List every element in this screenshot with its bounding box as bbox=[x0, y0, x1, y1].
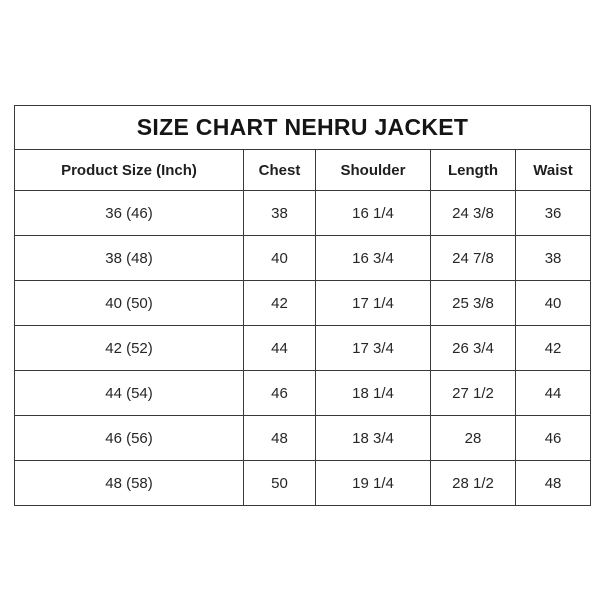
cell-length: 24 3/8 bbox=[430, 190, 516, 236]
cell-chest: 48 bbox=[243, 415, 316, 461]
table-row: 48 (58) 50 19 1/4 28 1/2 48 bbox=[14, 460, 592, 506]
cell-length: 27 1/2 bbox=[430, 370, 516, 416]
column-header-shoulder: Shoulder bbox=[315, 149, 431, 191]
column-header-length: Length bbox=[430, 149, 516, 191]
table-title-row: SIZE CHART NEHRU JACKET bbox=[13, 105, 592, 150]
cell-shoulder: 18 3/4 bbox=[315, 415, 431, 461]
cell-chest: 42 bbox=[243, 280, 316, 326]
cell-length: 28 bbox=[430, 415, 516, 461]
table-row: 40 (50) 42 17 1/4 25 3/8 40 bbox=[14, 280, 592, 326]
cell-waist: 38 bbox=[514, 235, 592, 281]
cell-waist: 48 bbox=[514, 460, 592, 506]
cell-chest: 46 bbox=[243, 370, 316, 416]
cell-shoulder: 17 1/4 bbox=[315, 280, 431, 326]
cell-length: 26 3/4 bbox=[430, 325, 516, 371]
table-title: SIZE CHART NEHRU JACKET bbox=[13, 105, 592, 150]
cell-chest: 40 bbox=[243, 235, 316, 281]
cell-length: 25 3/8 bbox=[430, 280, 516, 326]
table-row: 44 (54) 46 18 1/4 27 1/2 44 bbox=[14, 370, 592, 416]
cell-product-size: 40 (50) bbox=[14, 280, 244, 326]
size-chart-table: SIZE CHART NEHRU JACKET Product Size (In… bbox=[13, 105, 592, 506]
cell-chest: 44 bbox=[243, 325, 316, 371]
table-row: 46 (56) 48 18 3/4 28 46 bbox=[14, 415, 592, 461]
cell-product-size: 36 (46) bbox=[14, 190, 244, 236]
cell-shoulder: 16 3/4 bbox=[315, 235, 431, 281]
cell-shoulder: 18 1/4 bbox=[315, 370, 431, 416]
column-header-waist: Waist bbox=[514, 149, 592, 191]
cell-shoulder: 16 1/4 bbox=[315, 190, 431, 236]
cell-product-size: 44 (54) bbox=[14, 370, 244, 416]
table-row: 42 (52) 44 17 3/4 26 3/4 42 bbox=[14, 325, 592, 371]
cell-waist: 44 bbox=[514, 370, 592, 416]
cell-waist: 46 bbox=[514, 415, 592, 461]
cell-product-size: 42 (52) bbox=[14, 325, 244, 371]
table-header-row: Product Size (Inch) Chest Shoulder Lengt… bbox=[14, 149, 592, 191]
cell-length: 24 7/8 bbox=[430, 235, 516, 281]
cell-waist: 42 bbox=[514, 325, 592, 371]
cell-product-size: 46 (56) bbox=[14, 415, 244, 461]
column-header-chest: Chest bbox=[243, 149, 316, 191]
cell-product-size: 38 (48) bbox=[14, 235, 244, 281]
cell-waist: 36 bbox=[514, 190, 592, 236]
cell-chest: 50 bbox=[243, 460, 316, 506]
column-header-product-size: Product Size (Inch) bbox=[14, 149, 244, 191]
cell-shoulder: 17 3/4 bbox=[315, 325, 431, 371]
cell-shoulder: 19 1/4 bbox=[315, 460, 431, 506]
table-row: 38 (48) 40 16 3/4 24 7/8 38 bbox=[14, 235, 592, 281]
cell-length: 28 1/2 bbox=[430, 460, 516, 506]
cell-chest: 38 bbox=[243, 190, 316, 236]
table-row: 36 (46) 38 16 1/4 24 3/8 36 bbox=[14, 190, 592, 236]
cell-product-size: 48 (58) bbox=[14, 460, 244, 506]
cell-waist: 40 bbox=[514, 280, 592, 326]
